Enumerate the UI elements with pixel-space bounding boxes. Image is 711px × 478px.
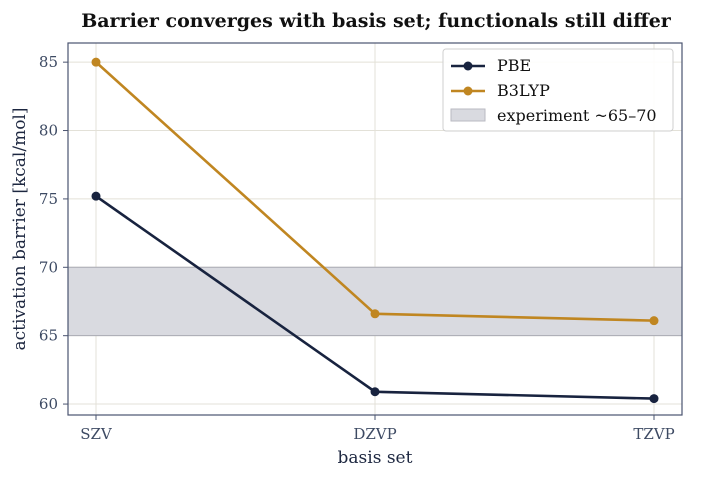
y-tick-label: 85	[39, 53, 58, 71]
data-point-pbe	[649, 394, 659, 404]
y-tick-label: 70	[39, 258, 58, 276]
y-tick-label: 60	[39, 395, 58, 413]
x-tick-label: TZVP	[633, 425, 674, 443]
legend-b3lyp-label: B3LYP	[497, 81, 550, 100]
tick-layer: 60 65 70 75 80 85 SZV DZVP TZVP	[39, 53, 675, 443]
legend-experiment-label: experiment ~65–70	[497, 106, 657, 125]
chart-title: Barrier converges with basis set; functi…	[81, 10, 672, 32]
data-point-b3lyp	[370, 309, 380, 319]
data-point-pbe	[370, 387, 380, 397]
y-tick-label: 80	[39, 122, 58, 140]
data-point-b3lyp	[91, 57, 101, 67]
data-point-pbe	[91, 191, 101, 201]
legend-pbe-marker	[463, 61, 473, 71]
data-point-b3lyp	[649, 316, 659, 326]
y-axis-label: activation barrier [kcal/mol]	[10, 108, 30, 351]
series-layer	[91, 57, 659, 404]
experiment-band-layer	[68, 266, 682, 337]
x-axis-label: basis set	[338, 448, 413, 468]
y-tick-label: 75	[39, 190, 58, 208]
legend-box	[442, 48, 674, 132]
x-tick-label: DZVP	[353, 425, 396, 443]
legend: PBE B3LYP experiment ~65–70	[442, 48, 674, 132]
legend-b3lyp-marker	[463, 86, 473, 96]
experiment-band	[68, 267, 682, 336]
x-tick-label: SZV	[80, 425, 113, 443]
y-tick-label: 65	[39, 327, 58, 345]
legend-experiment-swatch	[450, 108, 486, 122]
legend-pbe-label: PBE	[497, 56, 531, 75]
